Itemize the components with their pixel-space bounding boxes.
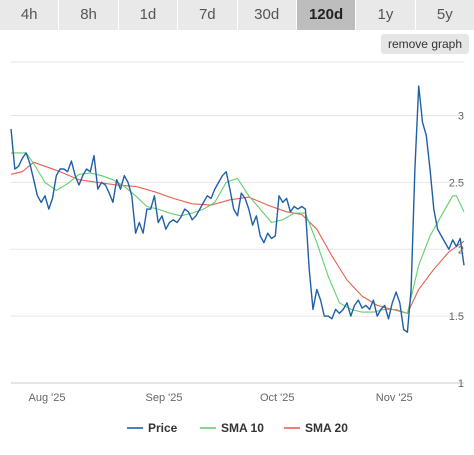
- tab-7d[interactable]: 7d: [178, 0, 238, 30]
- tab-8h[interactable]: 8h: [59, 0, 119, 30]
- tab-120d[interactable]: 120d: [296, 0, 357, 30]
- x-tick-label: Oct '25: [260, 392, 295, 404]
- series-line-sma-10: [11, 152, 465, 314]
- x-axis-labels: Aug '25 Sep '25 Oct '25 Nov '25: [28, 392, 412, 404]
- legend: Price SMA 10 SMA 20: [127, 421, 348, 435]
- legend-label: SMA 20: [305, 421, 348, 435]
- y-tick-label: 1.5: [449, 311, 464, 323]
- tab-1d[interactable]: 1d: [118, 0, 179, 30]
- y-axis-labels: 1 1.5 2 2.5 3: [449, 111, 464, 391]
- time-range-tabs: 4h 8h 1d 7d 30d 120d 1y 5y: [0, 0, 474, 30]
- tab-5y[interactable]: 5y: [415, 0, 474, 30]
- series-line-sma-20: [10, 161, 465, 314]
- series-line-price: [10, 85, 465, 333]
- legend-label: SMA 10: [221, 421, 264, 435]
- remove-graph-button[interactable]: remove graph: [381, 34, 469, 54]
- x-tick-label: Sep '25: [146, 392, 183, 404]
- x-tick-label: Aug '25: [28, 392, 65, 404]
- x-tick-label: Nov '25: [376, 392, 413, 404]
- series-lines: [10, 85, 465, 333]
- y-tick-label: 2: [458, 244, 464, 256]
- tab-4h[interactable]: 4h: [0, 0, 60, 30]
- tab-30d[interactable]: 30d: [237, 0, 297, 30]
- y-tick-label: 3: [458, 111, 464, 123]
- y-tick-label: 2.5: [449, 177, 464, 189]
- y-tick-label: 1: [458, 378, 464, 390]
- grid: [11, 61, 464, 384]
- legend-label: Price: [148, 421, 178, 435]
- tab-1y[interactable]: 1y: [356, 0, 416, 30]
